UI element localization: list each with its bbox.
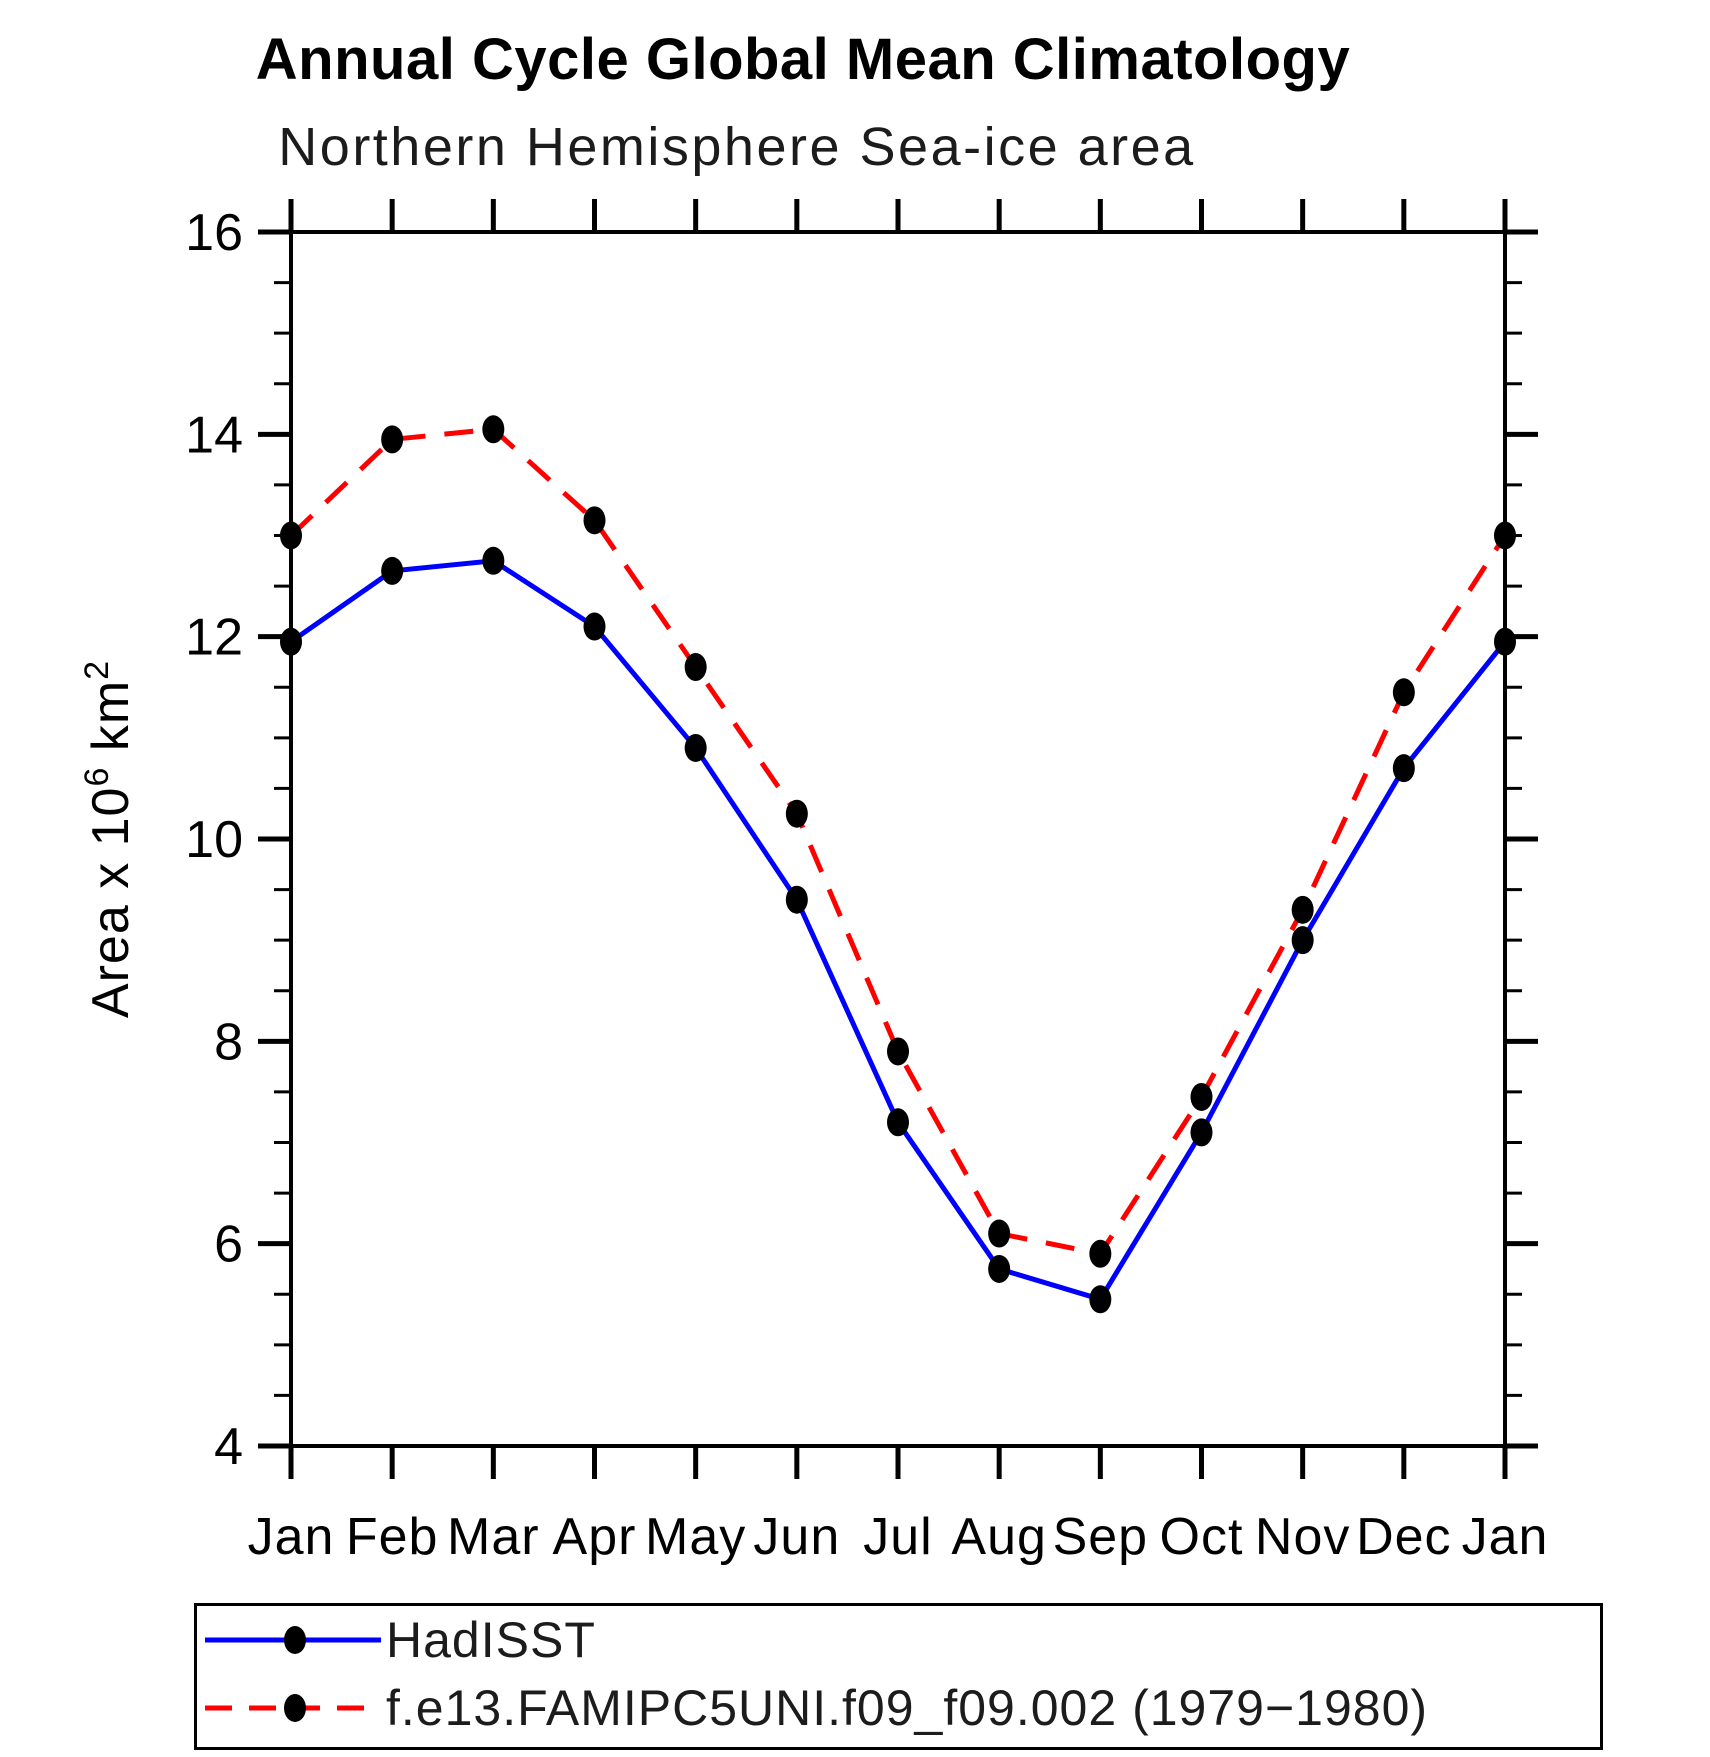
data-point-marker — [684, 733, 707, 762]
y-tick-label: 10 — [185, 811, 243, 869]
data-point-marker — [1190, 1118, 1213, 1147]
y-tick-label: 6 — [214, 1216, 243, 1274]
x-tick-label: Feb — [346, 1508, 439, 1566]
y-tick-label: 14 — [185, 406, 243, 464]
data-point-marker — [785, 799, 808, 828]
y-tick-label: 12 — [185, 609, 243, 667]
legend-marker-dot — [284, 1694, 306, 1722]
data-point-marker — [381, 425, 404, 454]
data-point-marker — [887, 1108, 909, 1137]
data-point-marker — [684, 653, 707, 682]
chart-subtitle: Northern Hemisphere Sea-ice area — [278, 117, 1196, 177]
data-point-marker — [988, 1219, 1011, 1248]
data-point-marker — [887, 1037, 909, 1066]
plot-box-spines — [289, 230, 1507, 1448]
markers-model — [280, 415, 1516, 1268]
data-point-marker — [1089, 1239, 1112, 1268]
data-point-marker — [381, 556, 404, 585]
legend-label-hadisst: HadISST — [386, 1612, 596, 1668]
data-point-marker — [1291, 895, 1314, 924]
y-tick-labels: 16 14 12 10 8 6 4 — [185, 204, 243, 1476]
legend-box: HadISST f.e13.FAMIPC5UNI.f09_f09.002 (19… — [194, 1603, 1603, 1750]
x-tick-label: Jan — [248, 1508, 335, 1566]
curve-hadisst — [289, 558, 1507, 1303]
data-point-marker — [1392, 678, 1415, 707]
y-tick-label: 16 — [185, 204, 243, 262]
data-point-marker — [1291, 926, 1314, 955]
y-axis-title: Area x 106 km2 — [78, 660, 140, 1018]
data-point-marker — [280, 627, 302, 656]
x-tick-label: Dec — [1356, 1508, 1451, 1566]
data-point-marker — [1392, 754, 1415, 783]
y-tick-label: 4 — [214, 1418, 243, 1476]
data-point-marker — [1089, 1285, 1112, 1314]
x-tick-label: Apr — [553, 1508, 637, 1566]
x-tick-label: Jun — [753, 1508, 840, 1566]
chart-title: Annual Cycle Global Mean Climatology — [255, 27, 1351, 92]
legend-sample-hadisst-line — [205, 1626, 381, 1654]
x-tick-label: May — [645, 1508, 746, 1566]
x-tick-label: Mar — [447, 1508, 540, 1566]
data-point-marker — [482, 415, 505, 444]
x-tick-label: Jul — [863, 1508, 932, 1566]
legend-entry-hadisst: HadISST — [201, 1610, 596, 1670]
data-point-marker — [1190, 1082, 1213, 1111]
y-tick-label: 8 — [214, 1013, 243, 1071]
x-tick-label: Aug — [951, 1508, 1047, 1566]
x-tick-label: Jan — [1462, 1508, 1549, 1566]
legend-entry-model: f.e13.FAMIPC5UNI.f09_f09.002 (1979−1980) — [201, 1678, 1428, 1738]
markers-hadisst — [280, 546, 1516, 1314]
data-point-marker — [583, 506, 606, 535]
data-point-marker — [583, 612, 606, 641]
svg-text:Area x 106 km2: Area x 106 km2 — [78, 660, 140, 1018]
legend-sample-model-line — [205, 1694, 381, 1722]
data-point-marker — [280, 521, 302, 550]
x-tick-label: Nov — [1255, 1508, 1350, 1566]
x-tick-label: Oct — [1160, 1508, 1244, 1566]
legend-marker-dot — [284, 1626, 306, 1654]
x-tick-labels: Jan Feb Mar Apr May Jun Jul Aug Sep Oct Nov Dec Jan — [248, 1508, 1549, 1566]
data-point-marker — [785, 885, 808, 914]
axis-ticks — [258, 199, 1538, 1479]
data-point-marker — [482, 546, 505, 575]
x-tick-label: Sep — [1053, 1508, 1149, 1566]
data-point-marker — [1494, 627, 1516, 656]
data-point-marker — [988, 1254, 1011, 1283]
data-point-marker — [1494, 521, 1516, 550]
legend-label-model: f.e13.FAMIPC5UNI.f09_f09.002 (1979−1980) — [386, 1680, 1429, 1736]
